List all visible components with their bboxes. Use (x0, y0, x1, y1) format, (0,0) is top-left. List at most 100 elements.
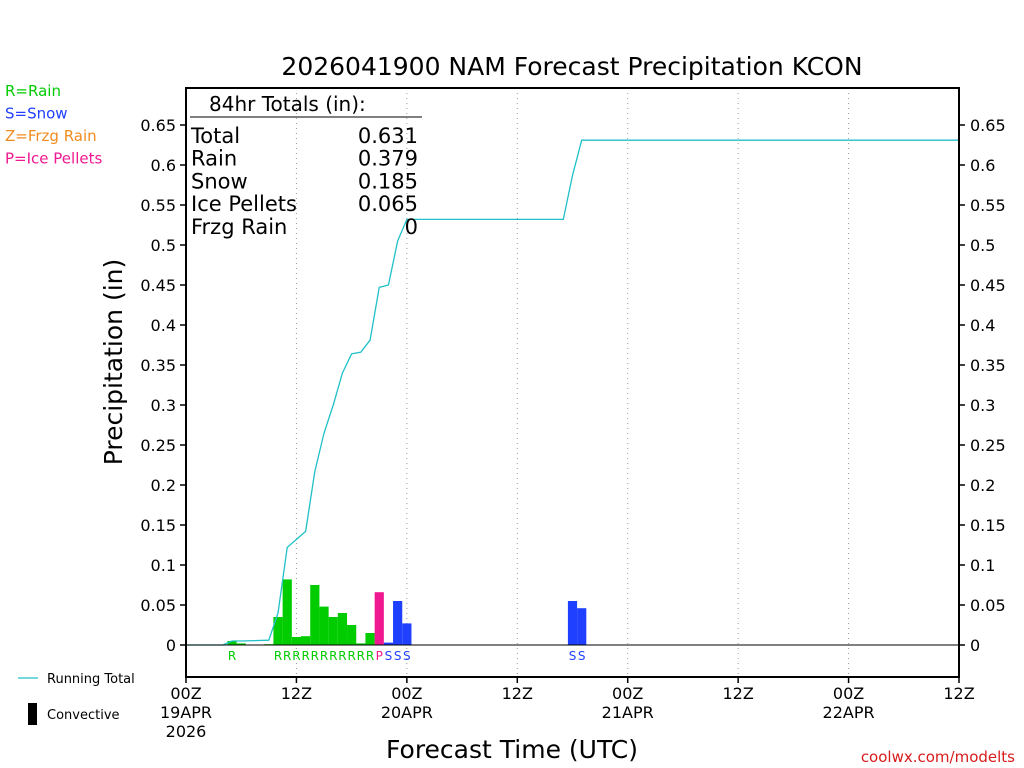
bar-ptype-label: R (311, 649, 319, 663)
totals-row-label: Snow (191, 169, 248, 193)
y-tick-label-left: 0 (166, 636, 176, 655)
y-tick-label-right: 0.5 (970, 236, 995, 255)
precip-bar (310, 585, 320, 645)
chart-title: 2026041900 NAM Forecast Precipitation KC… (281, 52, 862, 81)
y-tick-label-left: 0.1 (151, 556, 176, 575)
x-axis-label: Forecast Time (UTC) (386, 735, 638, 764)
bar-ptype-label: S (403, 649, 411, 663)
y-tick-label-right: 0 (970, 636, 980, 655)
ptype-legend-item: R=Rain (5, 82, 61, 100)
y-tick-label-left: 0.2 (151, 476, 176, 495)
precip-bar (273, 617, 283, 645)
y-tick-label-right: 0.45 (970, 276, 1006, 295)
x-tick-label: 12Z (502, 684, 533, 703)
x-tick-label: 12Z (281, 684, 312, 703)
x-tick-label: 00Z (833, 684, 864, 703)
precip-bar (347, 625, 357, 645)
y-tick-label-right: 0.4 (970, 316, 995, 335)
x-tick-label: 12Z (943, 684, 974, 703)
precip-bar (577, 608, 587, 645)
grid-layer (295, 88, 850, 677)
totals-row-value: 0.379 (358, 147, 418, 171)
y-tick-label-left: 0.5 (151, 236, 176, 255)
y-tick-label-left: 0.65 (140, 116, 176, 135)
totals-row-label: Ice Pellets (191, 192, 297, 216)
y-tick-label-left: 0.05 (140, 596, 176, 615)
precip-bar (236, 643, 246, 645)
y-tick-label-left: 0.3 (151, 396, 176, 415)
bar-ptype-label: R (329, 649, 337, 663)
y-tick-label-right: 0.35 (970, 356, 1006, 375)
totals-row-value: 0.065 (358, 192, 418, 216)
x-tick-label: 20APR (381, 703, 433, 722)
totals-box: 84hr Totals (in): Total 0.631 Rain 0.379 Snow… (190, 92, 422, 239)
y-tick-label-right: 0.6 (970, 156, 995, 175)
x-tick-label: 00Z (612, 684, 643, 703)
totals-row-label: Total (190, 124, 240, 148)
ptype-legend-item: S=Snow (5, 105, 68, 123)
y-tick-label-left: 0.55 (140, 196, 176, 215)
series-legend-label: Running Total (47, 672, 135, 687)
precip-bar (282, 579, 292, 645)
y-tick-label-left: 0.6 (151, 156, 176, 175)
y-tick-label-right: 0.65 (970, 116, 1006, 135)
bar-ptype-label: S (385, 649, 393, 663)
x-tick-label: 00Z (170, 684, 201, 703)
bar-ptype-label: P (376, 649, 383, 663)
credit-text: coolwx.com/modelts (861, 748, 1015, 766)
legend-layer: R=Rain S=Snow Z=Frzg Rain P=Ice Pellets Runn… (5, 82, 135, 725)
precip-bar (402, 623, 412, 645)
totals-row-value: 0 (405, 215, 418, 239)
precip-bar (365, 633, 375, 645)
totals-header: 84hr Totals (in): (209, 92, 366, 116)
y-tick-label-right: 0.05 (970, 596, 1006, 615)
totals-row-value: 0.631 (358, 124, 418, 148)
precip-bar (291, 637, 302, 645)
precip-bar (567, 601, 578, 645)
bar-ptype-label: R (292, 649, 300, 663)
bar-ptype-label: S (394, 649, 402, 663)
precip-bar (383, 642, 394, 645)
x-tick-label: 12Z (722, 684, 753, 703)
precip-bar (356, 643, 366, 645)
precip-bar (328, 617, 338, 645)
precip-bar (301, 636, 311, 645)
bar-ptype-label: R (320, 649, 328, 663)
running-total-line (186, 139, 959, 646)
x-tick-label: 2026 (166, 722, 207, 741)
y-tick-label-left: 0.15 (140, 516, 176, 535)
precip-bar (337, 613, 348, 645)
y-tick-label-right: 0.1 (970, 556, 995, 575)
axes-layer (180, 87, 965, 683)
x-tick-label: 22APR (823, 703, 875, 722)
y-tick-label-left: 0.25 (140, 436, 176, 455)
precip-bar (374, 592, 384, 645)
bar-ptype-label: R (283, 649, 291, 663)
bar-ptype-label: R (228, 649, 236, 663)
bar-ptype-label: S (569, 649, 577, 663)
bar-ptype-label: R (274, 649, 282, 663)
totals-row-label: Rain (191, 147, 237, 171)
y-tick-label-right: 0.3 (970, 396, 995, 415)
y-tick-label-left: 0.35 (140, 356, 176, 375)
bar-ptype-label: R (357, 649, 365, 663)
precip-bar (393, 601, 403, 645)
y-tick-label-left: 0.4 (151, 316, 176, 335)
x-tick-label: 19APR (160, 703, 212, 722)
convective-legend-swatch (28, 703, 37, 725)
y-tick-label-right: 0.15 (970, 516, 1006, 535)
x-tick-label: 21APR (602, 703, 654, 722)
running-total-layer (186, 139, 959, 646)
x-tick-label: 00Z (391, 684, 422, 703)
ptype-legend-item: Z=Frzg Rain (5, 127, 97, 145)
totals-row-label: Frzg Rain (191, 215, 287, 239)
bar-ptype-label: S (578, 649, 586, 663)
y-axis-label: Precipitation (in) (99, 259, 128, 466)
y-tick-label-left: 0.45 (140, 276, 176, 295)
y-tick-label-right: 0.25 (970, 436, 1006, 455)
precip-bar (319, 606, 329, 645)
plot-frame (185, 87, 960, 678)
text-layer: 2026041900 NAM Forecast Precipitation KC… (99, 52, 1015, 766)
totals-row-value: 0.185 (358, 169, 418, 193)
